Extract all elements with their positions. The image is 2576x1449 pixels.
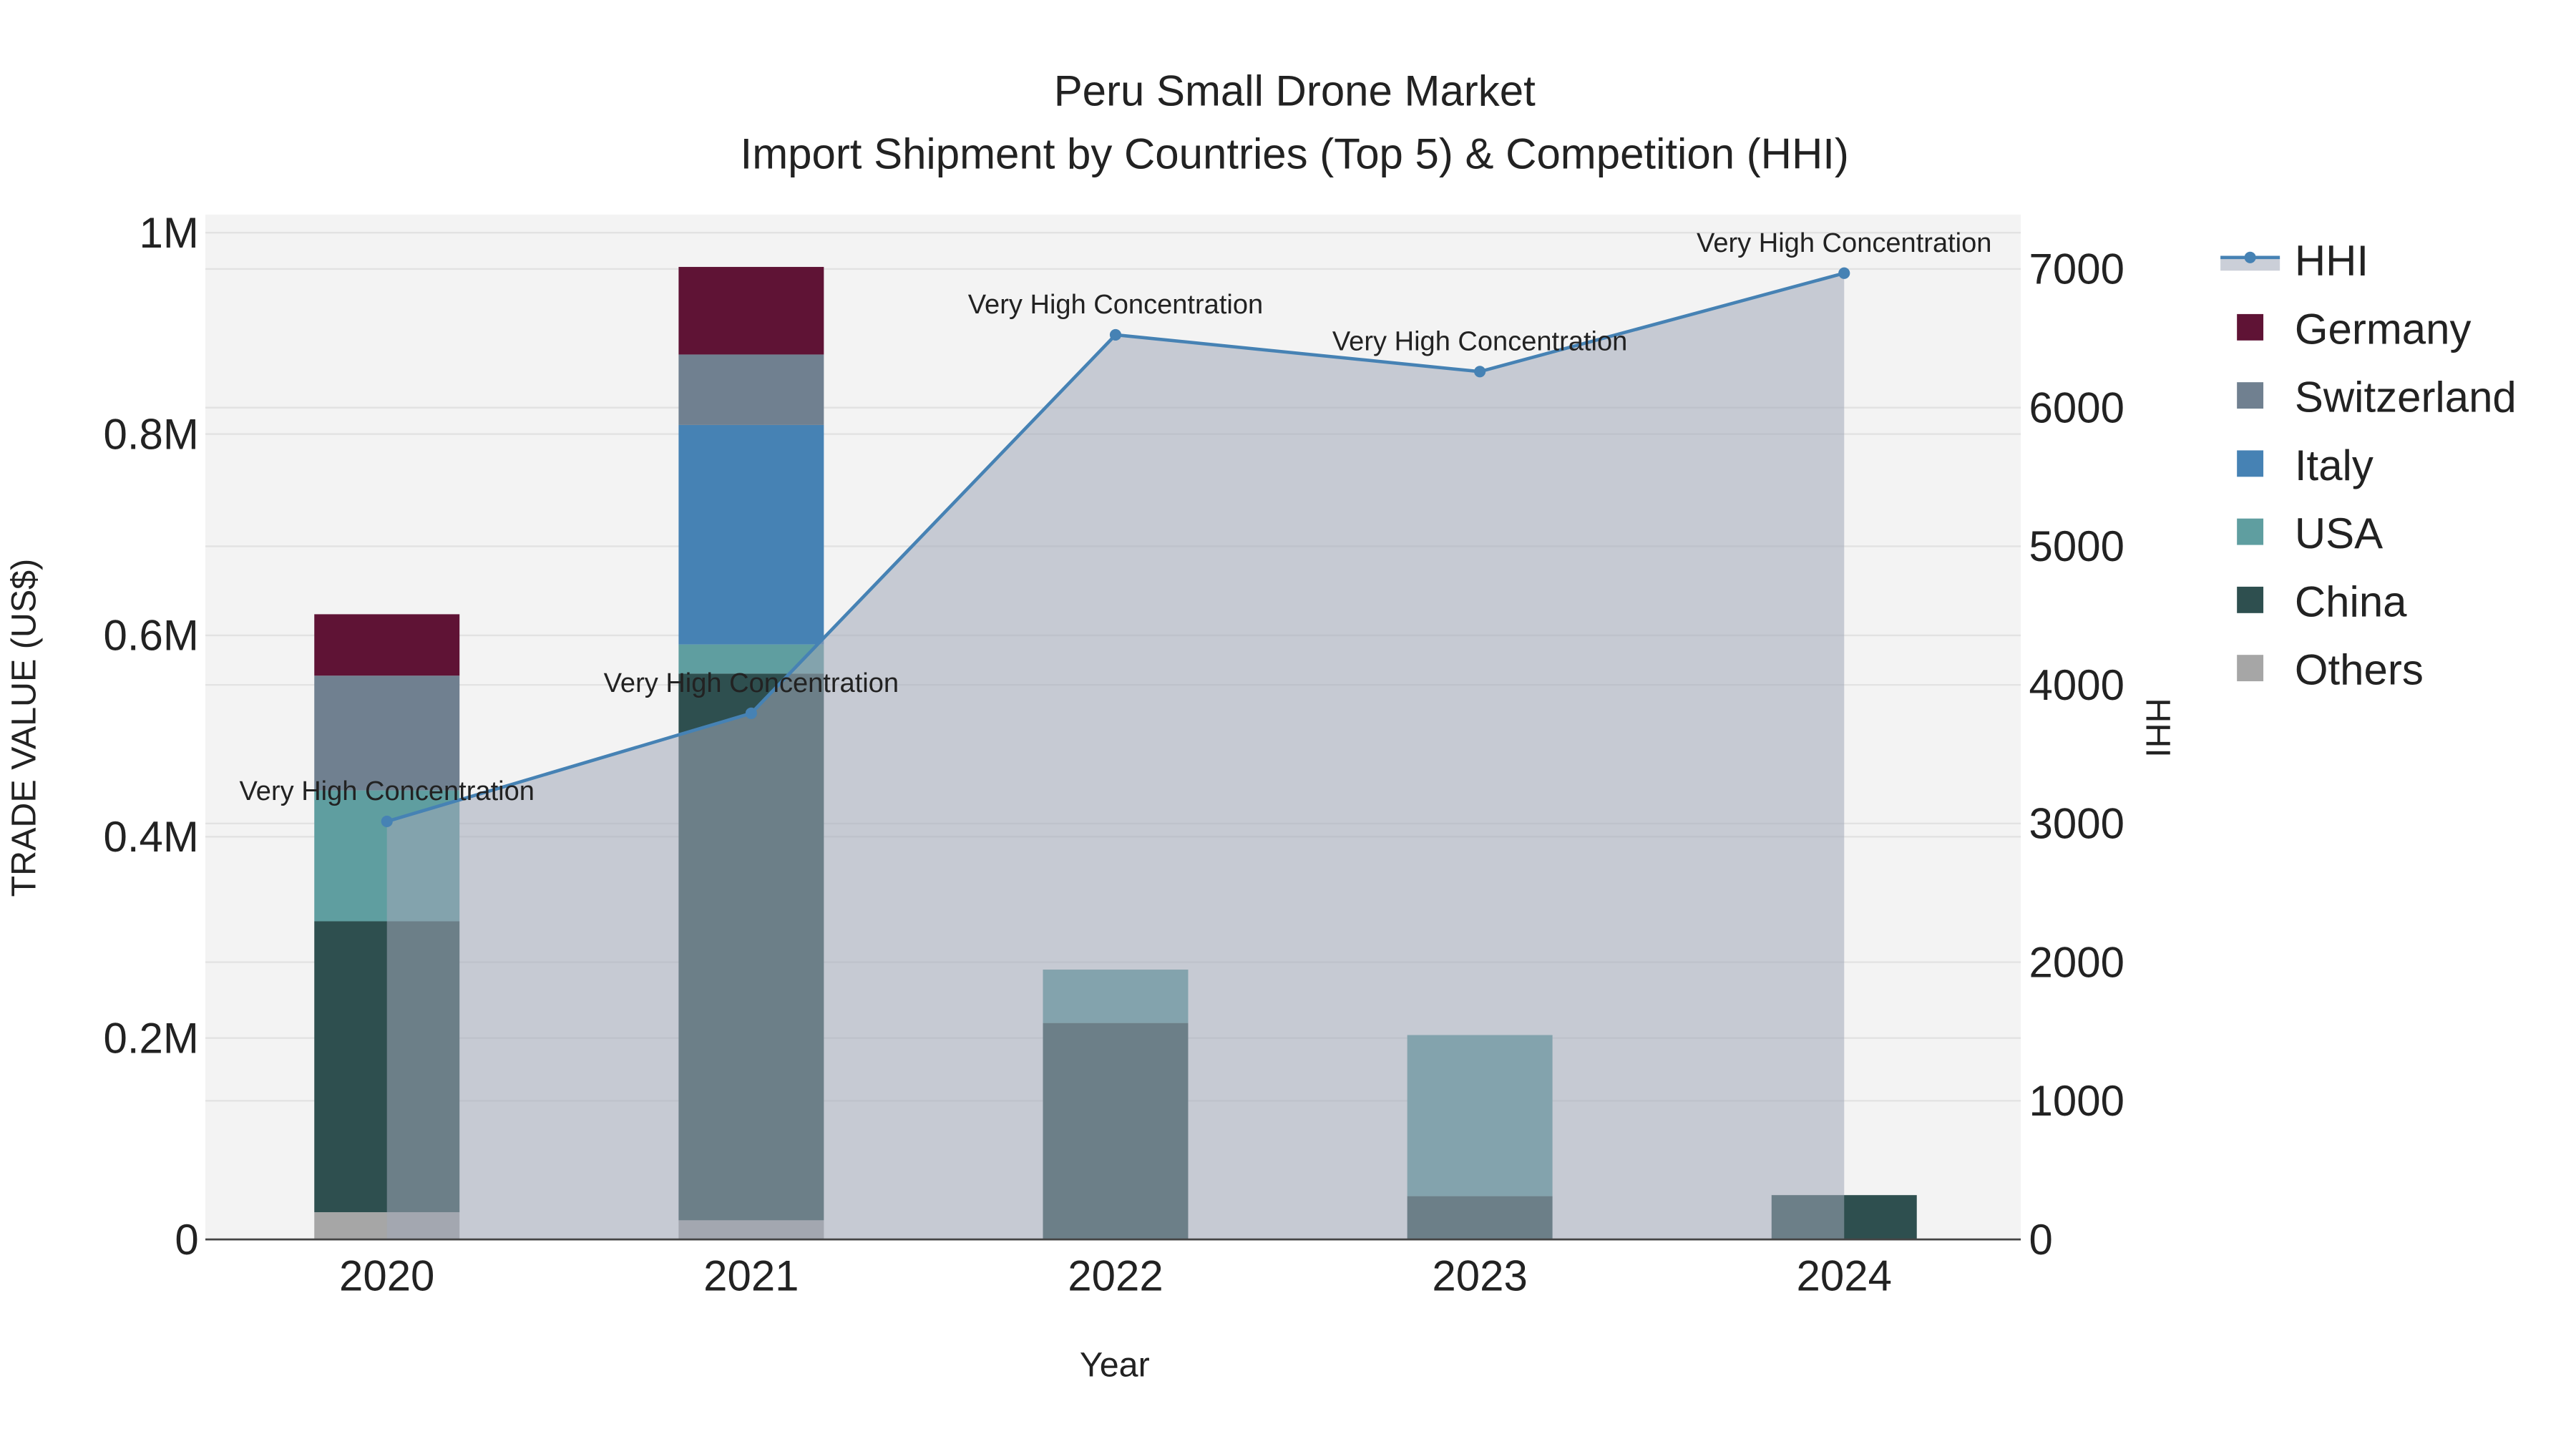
legend-label-others: Others: [2295, 646, 2424, 694]
legend-swatch-hhi-fill: [2220, 257, 2280, 271]
legend-swatch-hhi-marker: [2244, 251, 2256, 263]
legend-swatch-switzerland: [2237, 382, 2264, 409]
axis-ticks: 2020 2021 2022 2023 2024 0 0.2M 0.4M 0.6M 0.8M 1M 0…: [103, 209, 2124, 1300]
hhi-annotation: Very High Concentration: [968, 290, 1263, 320]
hhi-annotation: Very High Concentration: [240, 776, 535, 806]
hhi-point-2024: [1838, 267, 1850, 279]
hhi-point-2021: [745, 707, 757, 719]
legend-swatch-usa: [2237, 518, 2264, 545]
x-tick-label: 2021: [703, 1252, 799, 1300]
y-tick-label: 0.8M: [103, 410, 198, 458]
x-tick-label: 2023: [1432, 1252, 1527, 1300]
y-tick-label: 0.4M: [103, 813, 198, 861]
hhi-annotation: Very High Concentration: [604, 668, 899, 698]
legend-label-switzerland: Switzerland: [2295, 374, 2517, 421]
hhi-point-2022: [1109, 328, 1122, 341]
legend-swatch-others: [2237, 655, 2264, 682]
y-tick-label: 0.6M: [103, 612, 198, 660]
y2-axis-title: HHI: [2138, 698, 2177, 757]
hhi-line: Very High Concentration Very High Concent…: [240, 228, 1991, 828]
hhi-annotation: Very High Concentration: [1697, 228, 1991, 258]
bar-switzerland-2020: [314, 675, 460, 791]
y2-tick-label: 6000: [2029, 384, 2124, 431]
x-axis-title: Year: [1080, 1346, 1150, 1385]
legend: HHI Germany Switzerland Italy USA China Others: [2220, 237, 2517, 694]
y2-tick-label: 3000: [2029, 800, 2124, 848]
legend-label-hhi: HHI: [2295, 237, 2368, 285]
chart-subtitle: Import Shipment by Countries (Top 5) & C…: [741, 130, 1849, 177]
bar-italy-2021: [678, 424, 824, 645]
legend-label-china: China: [2295, 577, 2407, 625]
bar-switzerland-2021: [678, 354, 824, 425]
legend-swatch-china: [2237, 586, 2264, 613]
legend-label-germany: Germany: [2295, 305, 2472, 353]
hhi-point-2020: [381, 815, 393, 828]
legend-swatch-germany: [2237, 313, 2264, 341]
y-tick-label: 1M: [139, 209, 198, 257]
y2-tick-label: 0: [2029, 1216, 2053, 1264]
y-tick-label: 0: [175, 1216, 198, 1264]
legend-label-usa: USA: [2295, 509, 2383, 557]
x-tick-label: 2024: [1797, 1252, 1892, 1300]
hhi-annotation: Very High Concentration: [1332, 326, 1627, 356]
chart-title: Peru Small Drone Market: [1054, 67, 1536, 115]
hhi-area: [386, 273, 1845, 1240]
y2-tick-label: 1000: [2029, 1077, 2124, 1125]
x-tick-label: 2022: [1068, 1252, 1163, 1300]
y2-tick-label: 7000: [2029, 245, 2124, 293]
hhi-area-fill: [386, 273, 1845, 1240]
hhi-point-2023: [1474, 366, 1486, 378]
bar-germany-2020: [314, 614, 460, 676]
y-axis-title: TRADE VALUE (US$): [4, 559, 43, 897]
y2-tick-label: 4000: [2029, 661, 2124, 709]
y2-tick-label: 2000: [2029, 938, 2124, 986]
y2-tick-label: 5000: [2029, 522, 2124, 570]
legend-label-italy: Italy: [2295, 441, 2373, 489]
y-tick-label: 0.2M: [103, 1014, 198, 1062]
bar-germany-2021: [678, 267, 824, 355]
x-tick-label: 2020: [339, 1252, 434, 1300]
legend-swatch-italy: [2237, 450, 2264, 477]
